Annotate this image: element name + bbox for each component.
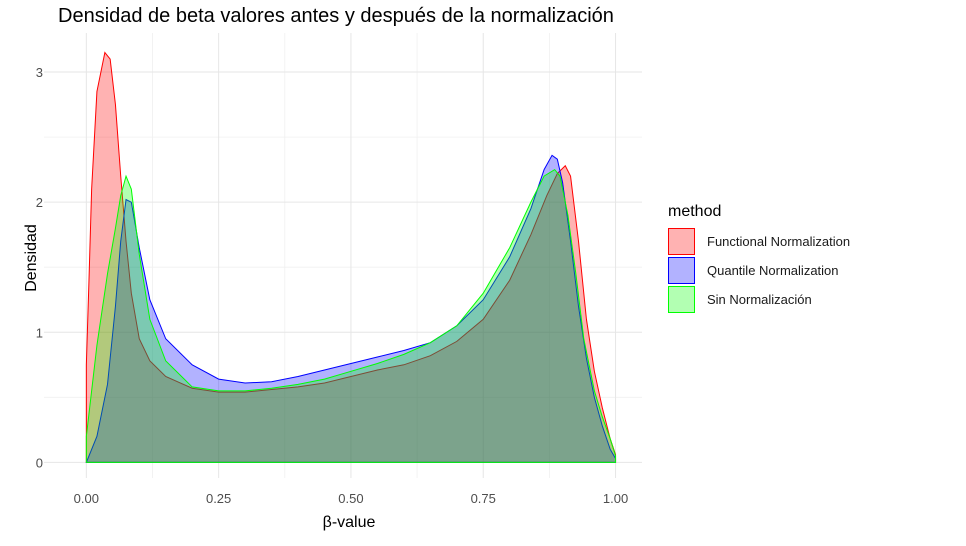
legend-label-sin: Sin Normalización	[707, 292, 812, 307]
x-tick-label: 1.00	[603, 491, 628, 506]
y-tick-label: 3	[36, 65, 43, 80]
x-tick-label: 0.75	[471, 491, 496, 506]
legend-item-functional: Functional Normalization	[668, 227, 850, 256]
legend-item-quantile: Quantile Normalization	[668, 256, 850, 285]
density-area-0	[85, 51, 617, 463]
x-tick-label: 0.25	[206, 491, 231, 506]
y-tick-labels: 0 1 2 3	[36, 65, 43, 470]
legend-key-functional	[668, 228, 695, 255]
legend-title: method	[668, 203, 722, 220]
x-tick-label: 0.50	[338, 491, 363, 506]
density-areas	[85, 51, 617, 463]
chart-title: Densidad de beta valores antes y después…	[58, 5, 614, 27]
density-area-2	[85, 168, 617, 463]
legend-key-sin	[668, 286, 695, 313]
y-axis-label: Densidad	[23, 224, 40, 292]
x-tick-label: 0.00	[74, 491, 99, 506]
y-tick-label: 0	[36, 455, 43, 470]
x-axis-label: β-value	[323, 514, 376, 531]
x-tick-labels: 0.00 0.25 0.50 0.75 1.00	[74, 491, 629, 506]
legend-key-quantile	[668, 257, 695, 284]
legend: method Functional Normalization Quantile…	[668, 203, 850, 314]
y-tick-label: 1	[36, 325, 43, 340]
legend-item-sin: Sin Normalización	[668, 285, 850, 314]
legend-label-functional: Functional Normalization	[707, 234, 851, 249]
legend-label-quantile: Quantile Normalization	[707, 263, 839, 278]
density-area-1	[85, 154, 617, 463]
y-tick-label: 2	[36, 195, 43, 210]
